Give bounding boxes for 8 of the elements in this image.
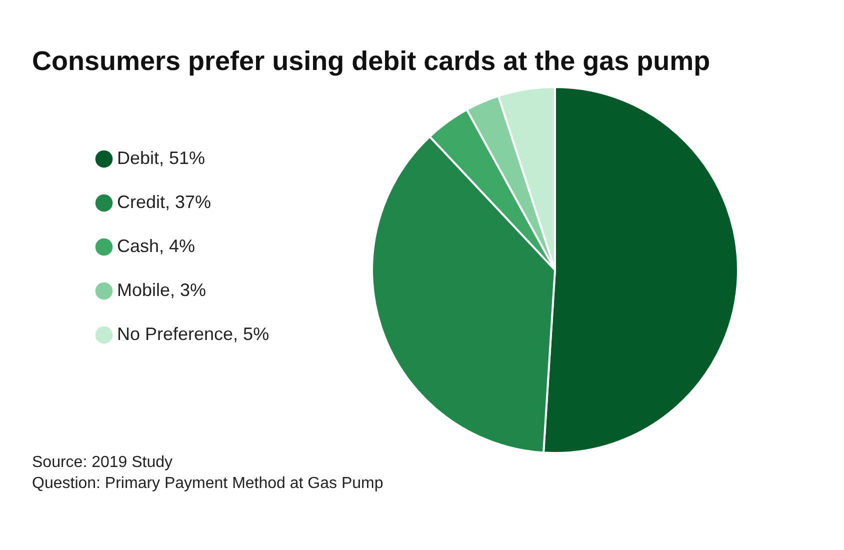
legend-label: Cash, 4% bbox=[117, 236, 196, 256]
legend-label: Debit, 51% bbox=[117, 148, 206, 168]
legend-label: Credit, 37% bbox=[117, 192, 212, 212]
chart-title: Consumers prefer using debit cards at the gas pump bbox=[32, 46, 710, 76]
legend-label: No Preference, 5% bbox=[117, 324, 270, 344]
legend-label: Mobile, 3% bbox=[117, 280, 206, 300]
source-note: Source: 2019 Study bbox=[32, 454, 173, 471]
text: Question: Primary Payment Method at Gas Pump bbox=[32, 475, 384, 492]
